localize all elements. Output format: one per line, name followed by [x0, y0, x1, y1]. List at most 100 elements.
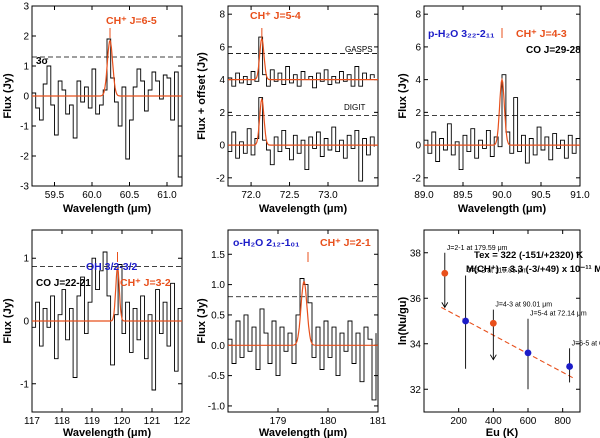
point-label: J=2-1 at 179.59 μm: [447, 245, 508, 252]
co-label: CO J=22-21: [36, 278, 91, 289]
gaussian-fit: [424, 77, 580, 146]
tex-text: Tex = 322 (-151/+2320) K: [474, 250, 583, 261]
x-tick-label: 179: [270, 416, 287, 427]
x-tick-label: 72.0: [241, 190, 261, 201]
plot-area: 72.0 72.5 73.0 -2 0 2 4 6 8: [216, 6, 378, 201]
gasps-label: GASPS: [345, 45, 373, 54]
x-axis-label: Wavelength (μm): [63, 203, 152, 215]
y-tick-label: -2: [412, 173, 421, 184]
y-tick-label: 0: [219, 141, 225, 152]
y-tick-label: -1.0: [208, 401, 226, 412]
oh-label: OH 3/2-3/2: [86, 261, 138, 273]
y-axis-label: Flux + offset (Jy): [196, 52, 208, 140]
y-axis-label: ln(Nu/gu): [397, 297, 409, 346]
x-tick-label: 59.5: [45, 190, 65, 201]
spectrum-series: [424, 74, 581, 171]
x-tick-label: 91.0: [570, 190, 590, 201]
y-tick-label: 1.0: [211, 280, 225, 291]
y-tick-label: 1: [23, 62, 29, 73]
data-point: [462, 317, 469, 325]
panel-rotation-diagram: 200 400 600 800 32 34 36 38 J=3-2 at 119.85 μm J=…: [397, 229, 600, 438]
y-tick-label: 8: [219, 10, 225, 21]
x-tick-label: 121: [144, 416, 161, 427]
y-axis-label: Flux (Jy): [2, 298, 14, 344]
panel-ch-3-2: 117 118 119 120 121 122 -1 0 1 Flux (Jy) Wavelen…: [2, 229, 191, 438]
y-tick-label: 36: [410, 294, 422, 305]
upper-limit-arrow: [441, 302, 449, 309]
x-axis-label: Wavelength (μm): [259, 203, 348, 215]
x-axis-label: Wavelength (μm): [458, 203, 547, 215]
panel-ch-2-1: 179 180 181-1.0-0.50.00.51.01.5 Flux (Jy) …: [196, 229, 387, 438]
y-tick-label: -1: [20, 379, 29, 390]
y-tick-label: 0: [415, 141, 421, 152]
x-tick-label: 90.5: [531, 190, 551, 201]
y-tick-label: 2: [219, 108, 225, 119]
y-tick-label: -0.5: [208, 371, 226, 382]
x-tick-label: 400: [485, 416, 502, 427]
y-tick-label: 8: [415, 10, 421, 21]
co-label: CO J=29-28: [526, 45, 581, 56]
y-tick-label: 0: [23, 317, 29, 328]
point-label: J=5-4 at 72.14 μm: [530, 311, 587, 318]
y-tick-label: 0.0: [211, 341, 225, 352]
y-tick-label: 2: [23, 32, 29, 43]
y-tick-label: 38: [410, 248, 422, 259]
x-tick-label: 181: [370, 416, 387, 427]
plot-area: 117 118 119 120 121 122 -1 0 1: [20, 230, 191, 427]
line-label: CH⁺ J=4-3: [516, 28, 567, 40]
x-tick-label: 89.0: [414, 190, 434, 201]
y-axis-label: Flux (Jy): [196, 298, 208, 344]
plot-area: 59.5 60.0 60.5 61.0 -3 -2 -1 0 1 2 3: [20, 2, 182, 201]
y-tick-label: 34: [410, 339, 422, 350]
y-tick-label: 3: [23, 2, 29, 13]
panel-ch-5-4: 72.0 72.5 73.0 -2 0 2 4 6 8 Flux + offset (Jy) W…: [196, 5, 379, 215]
line-label: CH⁺ J=2-1: [320, 237, 371, 249]
upper-limit-arrow: [489, 354, 497, 361]
x-tick-label: 73.0: [318, 190, 338, 201]
y-tick-label: -2: [20, 152, 29, 163]
data-point: [441, 269, 449, 277]
data-point: [566, 363, 573, 370]
x-tick-label: 800: [554, 416, 571, 427]
x-tick-label: 118: [54, 416, 70, 427]
y-axis-label: Flux (Jy): [397, 73, 409, 119]
x-tick-label: 200: [450, 416, 467, 427]
point-label: J=3-2 at 119.85 μm: [468, 268, 528, 275]
y-tick-label: -1: [20, 122, 29, 133]
spectrum-series: [228, 278, 377, 401]
line-label: CH⁺ J=3-2: [120, 277, 171, 289]
x-axis-label: Wavelength (μm): [259, 427, 348, 438]
x-tick-label: 122: [174, 416, 191, 427]
x-tick-label: 90.0: [492, 190, 512, 201]
h2o-label: p-H₂O 3₂₂-2₁₁: [428, 28, 494, 40]
y-tick-label: 4: [415, 75, 421, 86]
y-tick-label: 32: [410, 385, 422, 396]
gaussian-fit: [228, 37, 378, 81]
plot-frame: [227, 229, 379, 413]
x-tick-label: 119: [84, 416, 100, 427]
y-tick-label: 2: [415, 108, 421, 119]
y-tick-label: 1.5: [211, 250, 225, 261]
y-tick-label: 4: [219, 75, 225, 86]
gaussian-fit: [228, 97, 378, 146]
plot-frame: [423, 229, 581, 413]
x-tick-label: 61.0: [157, 190, 177, 201]
y-tick-label: 1: [23, 254, 29, 265]
x-tick-label: 120: [114, 416, 131, 427]
plot-area: 89.0 89.5 90.0 90.5 91.0 -2 0 2 4 6 8: [412, 6, 590, 201]
spectrum-series: [32, 251, 183, 391]
mass-text: M(CH⁺) = 3.3 (-3/+49) x 10⁻¹¹ M⊙: [466, 264, 600, 275]
x-tick-label: 600: [520, 416, 537, 427]
point-label: J=6-5 at 60.24 μm: [572, 340, 600, 347]
line-label: CH⁺ J=5-4: [250, 10, 301, 22]
gaussian-fit: [228, 280, 378, 346]
spectrum-series: [228, 36, 375, 89]
x-tick-label: 89.5: [453, 190, 473, 201]
y-tick-label: -3: [20, 182, 29, 193]
y-axis-label: Flux (Jy): [2, 73, 14, 119]
gaussian-fit: [32, 39, 182, 97]
line-label: CH⁺ J=6-5: [106, 15, 157, 27]
y-tick-label: 6: [415, 42, 421, 53]
gaussian-fit: [32, 267, 182, 322]
